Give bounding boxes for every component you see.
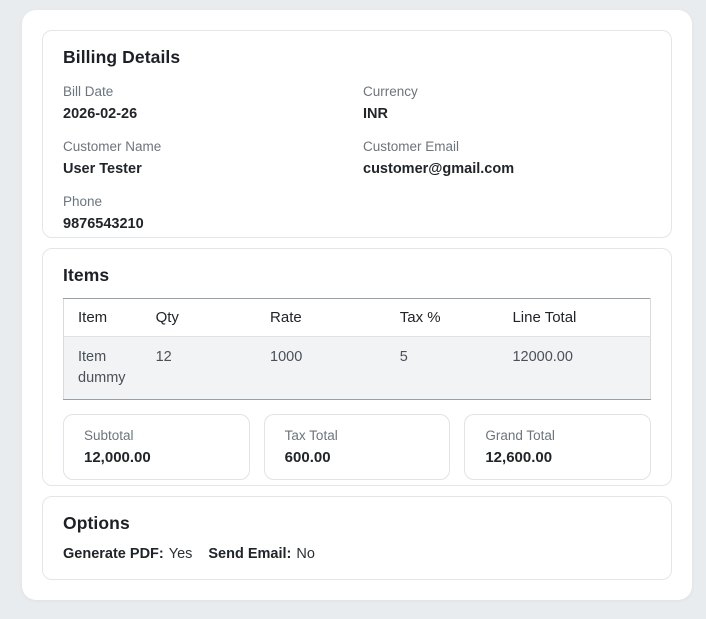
items-table-header: Item Qty Rate Tax % Line Total [63, 298, 651, 337]
col-header-rate: Rate [256, 298, 386, 337]
field-phone-value: 9876543210 [63, 216, 144, 232]
totals-row: Subtotal 12,000.00 Tax Total 600.00 Gran… [63, 414, 652, 480]
col-header-qty: Qty [141, 298, 257, 337]
cell-qty: 12 [141, 336, 257, 400]
field-phone-label: Phone [63, 194, 103, 209]
items-table-header-row: Item Qty Rate Tax % Line Total [63, 298, 651, 337]
billing-details-title: Billing Details [63, 47, 181, 67]
items-section: Items Item Qty Rate Tax % Line Total [42, 248, 672, 486]
table-row: Item dummy 12 1000 5 12000.00 [63, 336, 651, 400]
col-header-item: Item [63, 298, 142, 337]
invoice-preview-container: Billing Details Bill Date 2026-02-26 Cur… [22, 10, 692, 600]
grand-total-value: 12,600.00 [485, 449, 553, 466]
option-send-email-value: No [296, 546, 315, 562]
field-bill-date: Bill Date 2026-02-26 [63, 82, 351, 125]
options-title: Options [63, 513, 130, 533]
option-generate-pdf: Generate PDF: Yes [63, 546, 192, 562]
field-bill-date-label: Bill Date [63, 84, 114, 99]
option-generate-pdf-label: Generate PDF: [63, 546, 164, 562]
tax-total-label: Tax Total [284, 428, 338, 443]
subtotal-label: Subtotal [84, 428, 134, 443]
billing-fields-grid: Bill Date 2026-02-26 Currency INR Custom… [63, 82, 651, 235]
subtotal-card: Subtotal 12,000.00 [63, 414, 250, 480]
cell-tax: 5 [385, 336, 499, 400]
billing-details-section: Billing Details Bill Date 2026-02-26 Cur… [42, 30, 672, 238]
option-send-email: Send Email: No [208, 546, 315, 562]
tax-total-card: Tax Total 600.00 [263, 414, 451, 480]
cell-rate: 1000 [256, 336, 386, 400]
col-header-line-total: Line Total [498, 298, 651, 337]
items-table-body: Item dummy 12 1000 5 12000.00 [63, 336, 651, 400]
tax-total-value: 600.00 [284, 449, 331, 466]
options-row: Generate PDF: Yes Send Email: No [63, 546, 651, 562]
items-table: Item Qty Rate Tax % Line Total Item dumm… [63, 298, 651, 400]
field-currency-value: INR [363, 106, 388, 122]
col-header-tax: Tax % [385, 298, 499, 337]
field-currency-label: Currency [363, 84, 418, 99]
items-title: Items [63, 265, 110, 285]
field-customer-email: Customer Email customer@gmail.com [363, 137, 651, 180]
options-section: Options Generate PDF: Yes Send Email: No [42, 496, 672, 580]
field-customer-email-value: customer@gmail.com [363, 161, 515, 177]
field-bill-date-value: 2026-02-26 [63, 106, 138, 122]
grand-total-card: Grand Total 12,600.00 [464, 414, 652, 480]
grand-total-label: Grand Total [485, 428, 555, 443]
field-customer-name-label: Customer Name [63, 139, 162, 154]
option-send-email-label: Send Email: [208, 546, 292, 562]
field-currency: Currency INR [363, 82, 651, 125]
field-customer-name: Customer Name User Tester [63, 137, 351, 180]
field-phone: Phone 9876543210 [63, 192, 351, 235]
field-customer-email-label: Customer Email [363, 139, 460, 154]
cell-item-name: Item dummy [63, 336, 142, 400]
subtotal-value: 12,000.00 [84, 449, 151, 466]
field-customer-name-value: User Tester [63, 161, 142, 177]
cell-line-total: 12000.00 [498, 336, 651, 400]
option-generate-pdf-value: Yes [168, 546, 193, 562]
